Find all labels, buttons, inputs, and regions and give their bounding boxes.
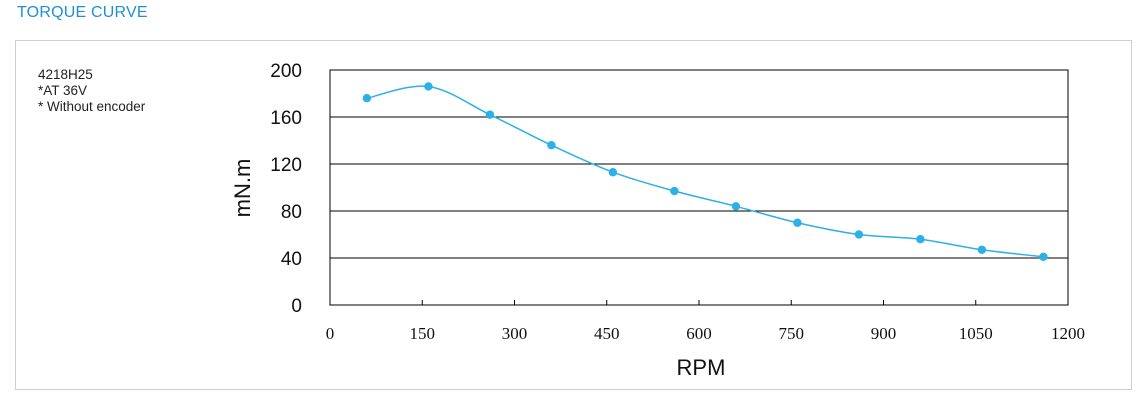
y-tick-label: 0: [291, 296, 302, 317]
y-tick-labels: 0 40 80 120 160 200: [270, 61, 302, 317]
x-tick-label: 0: [326, 324, 335, 343]
data-point: [424, 82, 433, 91]
y-tick-label: 120: [270, 155, 302, 176]
x-axis-label: RPM: [677, 355, 726, 380]
voltage-note: *AT 36V: [38, 83, 88, 98]
data-point: [854, 230, 864, 239]
x-tick-labels: 0 150 300 450 600 750 900 1050 1200: [326, 324, 1085, 343]
series-line: [366, 85, 1044, 258]
data-point: [793, 218, 802, 227]
data-point: [608, 168, 618, 177]
chart-notes: 4218H25 *AT 36V * Without encoder: [38, 67, 145, 115]
model-note: 4218H25: [38, 67, 93, 82]
y-tick-label: 80: [281, 202, 302, 223]
data-point: [670, 186, 679, 196]
x-tick-label: 1200: [1051, 324, 1085, 343]
data-point: [916, 235, 925, 244]
y-tick-label: 160: [270, 108, 302, 129]
plot-frame: [329, 69, 1069, 306]
x-tick-label: 900: [871, 324, 897, 343]
section-title: TORQUE CURVE: [17, 4, 148, 21]
data-point: [547, 141, 556, 150]
x-tick-label: 750: [779, 324, 805, 343]
data-point: [977, 245, 987, 254]
encoder-note: * Without encoder: [38, 99, 146, 114]
x-tick-label: 1050: [959, 324, 993, 343]
data-point: [731, 202, 741, 211]
x-tick-label: 600: [686, 324, 712, 343]
y-tick-label: 200: [270, 61, 302, 82]
data-point: [485, 110, 495, 119]
y-axis-label: mN.m: [230, 159, 255, 218]
x-tick-label: 300: [502, 324, 528, 343]
data-points: [362, 82, 1048, 262]
chart-panel: [15, 40, 1132, 390]
gridlines: [330, 116, 1068, 305]
data-point: [362, 94, 372, 103]
y-tick-label: 40: [281, 249, 302, 270]
x-tick-label: 450: [594, 324, 620, 343]
x-tick-label: 150: [410, 324, 436, 343]
data-point: [1039, 252, 1048, 262]
